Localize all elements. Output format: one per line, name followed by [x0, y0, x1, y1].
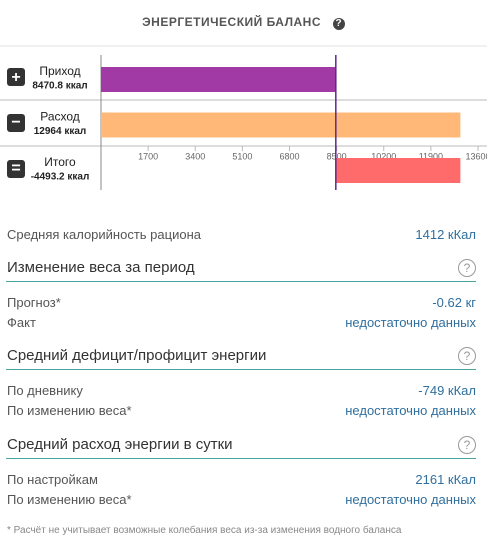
value-label: -4493.2 ккал — [31, 172, 90, 183]
row-label: По изменению веса* — [7, 403, 132, 418]
x-tick-label: 13600 — [465, 151, 487, 161]
minus-icon: − — [11, 114, 20, 131]
row-value: недостаточно данных — [345, 492, 476, 507]
section-rule — [6, 369, 476, 370]
row-value: недостаточно данных — [345, 403, 476, 418]
value-label: 8470.8 ккал — [32, 81, 87, 92]
x-tick-label: 6800 — [279, 151, 299, 161]
help-icon[interactable]: ? — [458, 347, 476, 365]
x-tick-label: 11900 — [419, 151, 443, 161]
category-label: Итого — [44, 155, 76, 169]
summary-label: Средняя калорийность рациона — [7, 227, 201, 242]
category-label: Расход — [40, 110, 80, 124]
help-icon[interactable]: ? — [458, 259, 476, 277]
x-tick-label: 5100 — [232, 151, 252, 161]
plus-icon — [7, 68, 25, 86]
section-title: Средний расход энергии в сутки — [7, 436, 233, 453]
category-label: Приход — [39, 64, 80, 78]
header-title: ЭНЕРГЕТИЧЕСКИЙ БАЛАНС ? — [0, 15, 487, 30]
row-label: Прогноз* — [7, 295, 61, 310]
minus-icon — [7, 114, 25, 132]
row-label: По настройкам — [7, 472, 98, 487]
x-tick-label: 10200 — [371, 151, 396, 161]
section-rule — [6, 281, 476, 282]
equals-icon: = — [11, 160, 20, 177]
section-title: Средний дефицит/профицит энергии — [7, 347, 267, 364]
plus-icon: + — [11, 69, 20, 86]
row-label: По изменению веса* — [7, 492, 132, 507]
summary-value: 1412 кКал — [415, 227, 476, 242]
bar — [335, 158, 461, 183]
row-value: 2161 кКал — [415, 472, 476, 487]
equals-icon — [7, 160, 25, 178]
x-tick-label: 1700 — [138, 151, 158, 161]
bar — [101, 67, 336, 92]
footnote: * Расчёт не учитывает возможные колебани… — [7, 525, 402, 536]
x-tick-label: 8500 — [327, 151, 347, 161]
title-text: ЭНЕРГЕТИЧЕСКИЙ БАЛАНС — [142, 15, 322, 29]
row-label: По дневнику — [7, 383, 83, 398]
help-icon[interactable]: ? — [332, 18, 345, 30]
chart: + − = 1700 3400 5100 6800 8500 10200 11900 1360… — [0, 45, 487, 190]
section-rule — [6, 458, 476, 459]
bar — [101, 112, 461, 138]
row-label: Факт — [7, 315, 36, 330]
row-value: -0.62 кг — [432, 295, 476, 310]
row-value: недостаточно данных — [345, 315, 476, 330]
help-icon[interactable]: ? — [458, 436, 476, 454]
row-value: -749 кКал — [418, 383, 476, 398]
x-tick-label: 3400 — [185, 151, 205, 161]
section-title: Изменение веса за период — [7, 259, 195, 276]
value-label: 12964 ккал — [34, 126, 87, 137]
